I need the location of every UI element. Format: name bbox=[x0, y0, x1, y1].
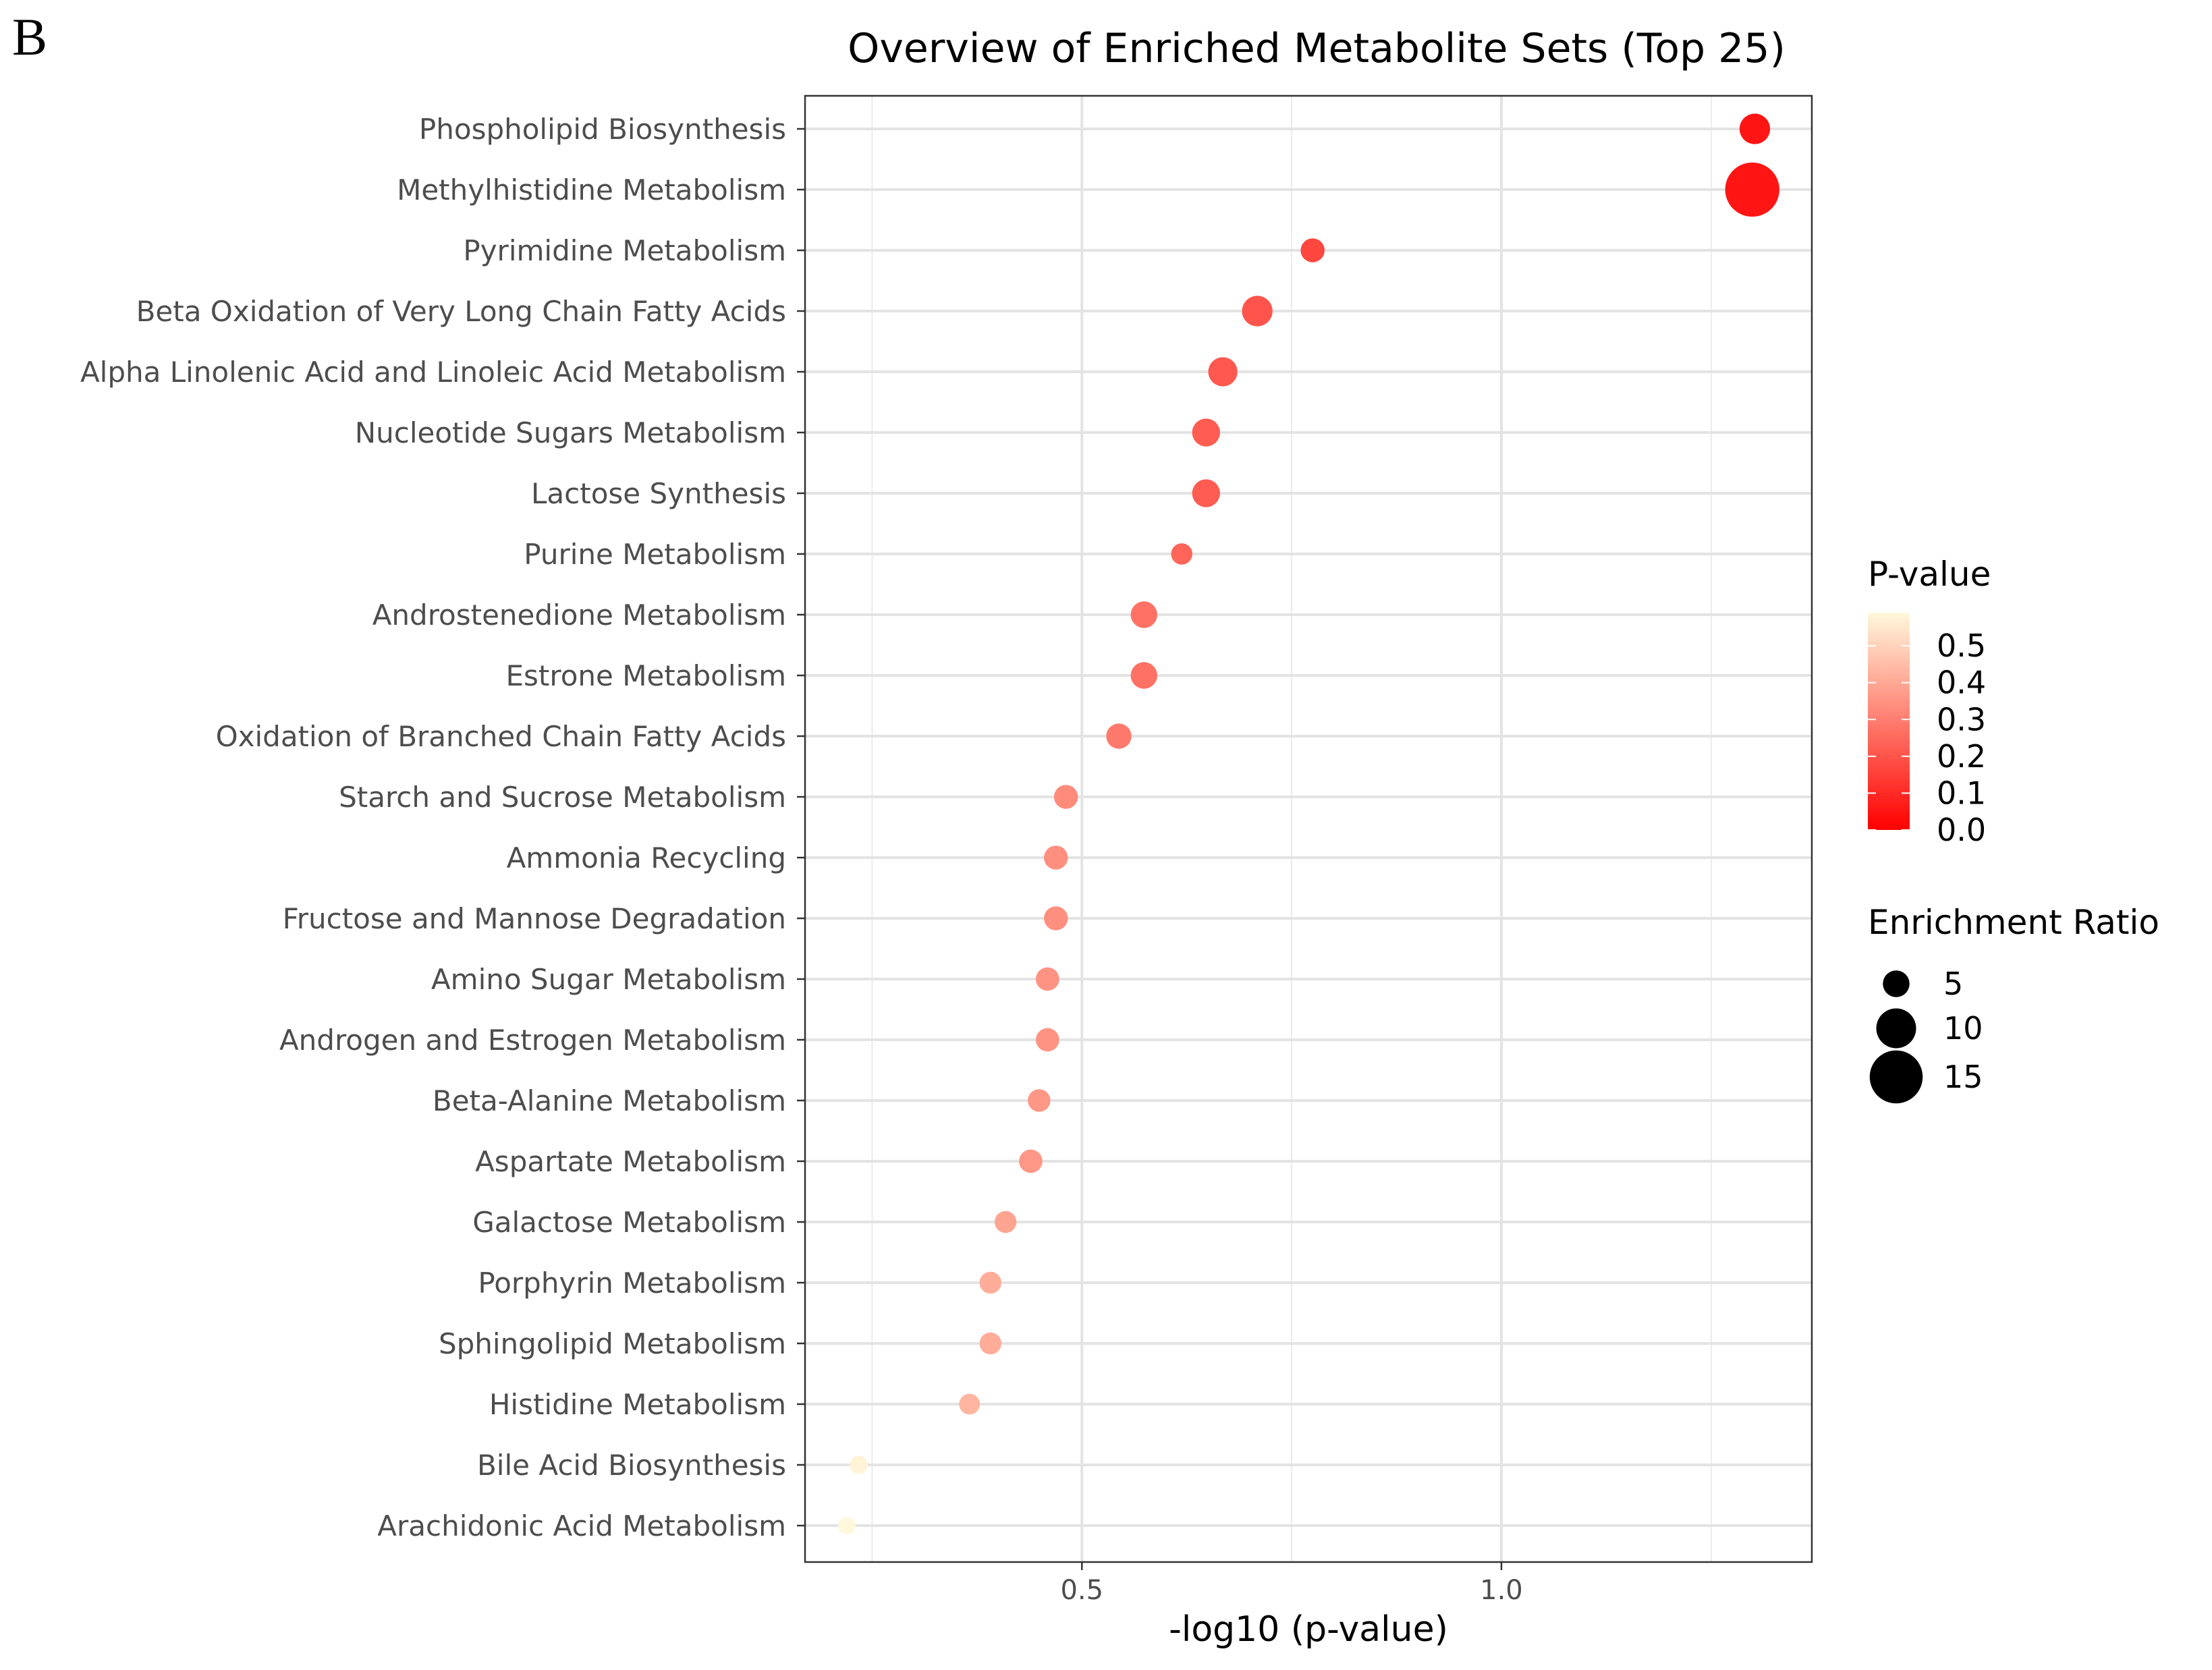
p-value-legend-title: P-value bbox=[1868, 555, 1991, 594]
colorbar-label: 0.1 bbox=[1937, 775, 1986, 811]
y-tick-label: Beta-Alanine Metabolism bbox=[433, 1084, 786, 1117]
plot-panel bbox=[805, 96, 1812, 1562]
x-axis-title: -log10 (p-value) bbox=[1169, 1609, 1448, 1650]
y-tick-label: Lactose Synthesis bbox=[531, 477, 786, 510]
size-key-dot bbox=[1876, 1008, 1916, 1049]
data-point bbox=[1208, 357, 1238, 387]
y-tick-label: Oxidation of Branched Chain Fatty Acids bbox=[216, 720, 786, 753]
y-axis: Phospholipid Biosynthesis Methylhistidine… bbox=[80, 113, 805, 1542]
plot-border bbox=[804, 94, 1813, 1563]
panel-label: B bbox=[12, 7, 48, 66]
data-point bbox=[1725, 162, 1779, 217]
y-tick-label: Phospholipid Biosynthesis bbox=[419, 113, 786, 146]
enrichment-ratio-legend: Enrichment Ratio 5 10 15 bbox=[1868, 903, 2159, 1104]
p-value-legend: P-value 0.50.40.30.20.10.0 bbox=[1868, 555, 1991, 848]
x-tick-label: 0.5 bbox=[1060, 1575, 1103, 1606]
y-tick-label: Sphingolipid Metabolism bbox=[439, 1327, 786, 1360]
gridlines bbox=[805, 96, 1812, 1562]
data-point bbox=[1106, 723, 1132, 749]
y-tick-label: Bile Acid Biosynthesis bbox=[477, 1449, 786, 1482]
size-key-label: 10 bbox=[1943, 1010, 1983, 1047]
data-point bbox=[1300, 238, 1325, 262]
y-tick-label: Arachidonic Acid Metabolism bbox=[377, 1509, 786, 1542]
size-key-dot bbox=[1883, 970, 1910, 997]
colorbar-label: 0.0 bbox=[1937, 812, 1986, 848]
y-tick-label: Porphyrin Metabolism bbox=[478, 1267, 786, 1300]
y-tick-label: Histidine Metabolism bbox=[489, 1388, 786, 1421]
y-tick-label: Amino Sugar Metabolism bbox=[431, 963, 786, 996]
y-tick-label: Androgen and Estrogen Metabolism bbox=[279, 1024, 786, 1057]
y-tick-label: Methylhistidine Metabolism bbox=[397, 173, 786, 206]
y-tick-label: Estrone Metabolism bbox=[505, 659, 786, 692]
data-point bbox=[1192, 479, 1220, 507]
data-points bbox=[838, 113, 1779, 1534]
enrichment-ratio-legend-title: Enrichment Ratio bbox=[1868, 903, 2159, 942]
data-point bbox=[1242, 296, 1273, 327]
data-point bbox=[1035, 967, 1059, 991]
data-point bbox=[1739, 113, 1771, 144]
y-tick-label: Beta Oxidation of Very Long Chain Fatty … bbox=[136, 295, 786, 328]
y-tick-label: Purine Metabolism bbox=[524, 538, 786, 571]
colorbar-label: 0.3 bbox=[1937, 701, 1986, 737]
data-point bbox=[1192, 418, 1220, 447]
y-tick-label: Androstenedione Metabolism bbox=[372, 599, 786, 632]
colorbar-label: 0.2 bbox=[1937, 738, 1986, 775]
size-key-label: 5 bbox=[1943, 966, 1963, 1002]
y-tick-label: Ammonia Recycling bbox=[507, 841, 786, 874]
data-point bbox=[838, 1517, 856, 1534]
x-axis: 0.5 1.0 bbox=[1060, 1562, 1523, 1606]
data-point bbox=[1028, 1089, 1051, 1112]
size-key-label: 15 bbox=[1943, 1059, 1983, 1095]
data-point bbox=[979, 1271, 1001, 1294]
y-tick-label: Pyrimidine Metabolism bbox=[463, 234, 786, 267]
y-tick-label: Galactose Metabolism bbox=[472, 1206, 786, 1239]
data-point bbox=[1044, 845, 1068, 870]
data-point bbox=[994, 1210, 1017, 1233]
data-point bbox=[1035, 1028, 1059, 1052]
y-tick-label: Alpha Linolenic Acid and Linoleic Acid M… bbox=[80, 356, 786, 389]
y-tick-label: Aspartate Metabolism bbox=[475, 1145, 786, 1178]
data-point bbox=[1044, 906, 1068, 930]
size-key-dot bbox=[1869, 1050, 1923, 1104]
chart-title: Overview of Enriched Metabolite Sets (To… bbox=[848, 25, 1786, 72]
data-point bbox=[1130, 662, 1158, 689]
y-tick-label: Starch and Sucrose Metabolism bbox=[339, 781, 786, 814]
y-tick-label: Fructose and Mannose Degradation bbox=[283, 902, 786, 935]
data-point bbox=[959, 1393, 980, 1415]
colorbar-label: 0.5 bbox=[1937, 628, 1986, 664]
data-point bbox=[1171, 543, 1193, 565]
x-tick-label: 1.0 bbox=[1480, 1575, 1523, 1606]
data-point bbox=[1130, 601, 1158, 628]
data-point bbox=[1053, 785, 1078, 809]
data-point bbox=[979, 1332, 1001, 1355]
colorbar-label: 0.4 bbox=[1937, 665, 1986, 701]
data-point bbox=[1019, 1149, 1043, 1173]
data-point bbox=[850, 1455, 868, 1474]
y-tick-label: Nucleotide Sugars Metabolism bbox=[355, 416, 786, 449]
